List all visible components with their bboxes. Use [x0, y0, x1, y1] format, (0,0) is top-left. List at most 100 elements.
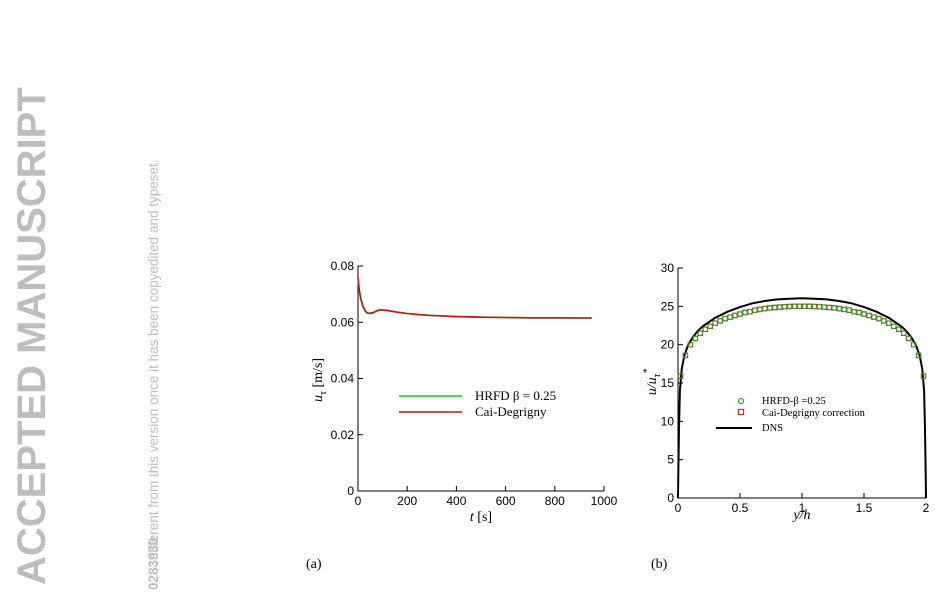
- chart-b-legend-label: DNS: [762, 423, 783, 434]
- chart-b-circle-marker: [762, 305, 768, 312]
- chart-a-y-tick-label: 0.04: [331, 372, 355, 386]
- chart-a-x-label-unit: [s]: [474, 510, 492, 525]
- chart-b-y-label: u/uτ*: [642, 369, 663, 395]
- chart-a: 0 200 400 600 800 1000 0 0.02 0.04 0.06 0.08 HRFD β…: [306, 259, 618, 572]
- chart-b-x-tick-label: 0: [675, 501, 682, 515]
- chart-b-panel-label: (b): [651, 557, 668, 572]
- chart-a-series-line-1: [357, 277, 592, 319]
- chart-a-y-tick-label: 0.02: [331, 428, 355, 442]
- chart-b-circle-marker: [871, 314, 877, 320]
- chart-b-circle-marker: [876, 315, 882, 322]
- chart-b-y-tick-label: 30: [661, 261, 675, 275]
- chart-b-x-tick-label: 1: [799, 501, 806, 515]
- chart-b-x-tick-label: 0.5: [732, 501, 749, 515]
- chart-b-legend-square: [737, 408, 745, 416]
- chart-b-circle-marker: [826, 304, 833, 311]
- chart-b-dns-line: [677, 297, 927, 499]
- chart-a-y-label: uτ [m/s]: [311, 358, 329, 402]
- chart-b-circle-marker: [722, 315, 728, 322]
- chart-b-circle-marker: [727, 314, 733, 320]
- chart-a-y-label-unit: [m/s]: [311, 358, 326, 391]
- chart-b-y-label-main: u/u: [645, 377, 660, 395]
- watermark-line1-text: different from this version once it has …: [146, 160, 161, 561]
- chart-b-y-label-sup: *: [642, 369, 653, 374]
- chart-b-circle-marker: [846, 307, 852, 314]
- chart-b-circle-marker: [687, 341, 694, 348]
- chart-b-circle-marker: [861, 311, 867, 317]
- chart-b-circle-marker: [776, 304, 783, 310]
- chart-b-y-tick-label: 20: [661, 338, 675, 352]
- chart-b-circle-marker: [712, 320, 719, 327]
- chart-a-x-tick-label: 0: [355, 494, 362, 508]
- chart-b-circle-marker: [747, 308, 753, 315]
- chart-b-circle-marker: [895, 326, 902, 333]
- chart-b-circle-marker: [707, 323, 714, 330]
- chart-b-circle-marker: [781, 303, 788, 310]
- chart-b-circle-marker: [717, 318, 724, 324]
- chart-a-legend-label: Cai-Degrigny: [475, 404, 547, 419]
- watermark-line2-text: 0283930: [146, 537, 161, 590]
- chart-b-y-tick-label: 25: [661, 299, 675, 313]
- chart-b-circle-marker: [881, 318, 887, 324]
- chart-b-legend-circle: [737, 397, 745, 405]
- chart-b-x-tick-label: 2: [923, 501, 930, 515]
- chart-a-y-label-main: u: [311, 395, 326, 402]
- chart-b-legend-label: Cai-Degrigny correction: [762, 408, 866, 419]
- chart-b-circle-marker: [816, 303, 823, 310]
- chart-b-circle-marker: [796, 303, 803, 310]
- chart-b-circle-marker: [742, 309, 748, 316]
- chart-b-circle-marker: [677, 373, 684, 379]
- chart-b-y-tick-label: 5: [667, 453, 674, 467]
- chart-b-circle-marker: [806, 303, 813, 310]
- watermark: ACCEPTED MANUSCRIPT different from this …: [10, 87, 161, 590]
- chart-b-circle-marker: [682, 352, 689, 359]
- chart-a-x-label: t [s]: [470, 510, 492, 525]
- chart-b-y-label-sub: τ: [652, 373, 663, 377]
- chart-b-circle-marker: [732, 312, 738, 319]
- chart-b-circle-marker: [771, 304, 778, 311]
- chart-a-x-label-var: t: [470, 510, 475, 525]
- chart-b-y-tick-label: 10: [661, 414, 675, 428]
- chart-b-legend-label: HRFD-β =0.25: [762, 396, 826, 407]
- watermark-main-text: ACCEPTED MANUSCRIPT: [10, 87, 54, 585]
- chart-a-x-tick-label: 600: [496, 494, 516, 508]
- chart-a-x-tick-label: 800: [545, 494, 565, 508]
- chart-b-circle-marker: [836, 305, 843, 312]
- chart-b-circle-marker: [737, 311, 743, 317]
- chart-b-circle-marker: [886, 320, 892, 327]
- chart-a-legend-label: HRFD β = 0.25: [475, 388, 556, 403]
- chart-b-circle-marker: [866, 312, 872, 319]
- chart-b-circle-marker: [767, 305, 773, 311]
- chart-b-circle-marker: [791, 303, 798, 310]
- chart-b-circle-marker: [891, 323, 897, 330]
- chart-b-circle-marker: [801, 303, 808, 310]
- chart-a-x-tick-label: 400: [446, 494, 466, 508]
- chart-b-circle-marker: [697, 330, 704, 337]
- chart-b-circle-marker: [752, 307, 758, 314]
- chart-a-y-tick-label: 0.06: [331, 315, 355, 329]
- chart-a-y-tick-label: 0: [347, 484, 354, 498]
- chart-a-y-label-sub: τ: [318, 391, 329, 395]
- chart-b-circle-marker: [900, 330, 907, 337]
- chart-b-circle-marker: [692, 335, 699, 342]
- chart-a-panel-label: (a): [306, 557, 322, 572]
- chart-b-circle-marker: [841, 306, 848, 313]
- chart-b-circle-marker: [821, 304, 828, 310]
- chart-b-x-tick-label: 1.5: [856, 501, 873, 515]
- chart-b-x-label: y/h: [791, 508, 810, 523]
- chart-b-circle-marker: [811, 303, 818, 310]
- chart-b-y-tick-label: 15: [661, 376, 675, 390]
- chart-a-x-tick-label: 200: [397, 494, 417, 508]
- chart-b-circle-marker: [905, 335, 912, 342]
- chart-b-circle-marker: [910, 341, 917, 348]
- chart-b-circle-marker: [757, 306, 763, 313]
- chart-b-circle-marker: [851, 308, 857, 315]
- chart-a-y-tick-label: 0.08: [331, 259, 355, 273]
- chart-b-y-tick-label: 0: [667, 491, 674, 505]
- chart-b-circle-marker: [915, 352, 922, 359]
- chart-b-circle-marker: [920, 373, 927, 379]
- chart-b-circle-marker: [786, 303, 793, 310]
- chart-b-circle-marker: [702, 326, 709, 333]
